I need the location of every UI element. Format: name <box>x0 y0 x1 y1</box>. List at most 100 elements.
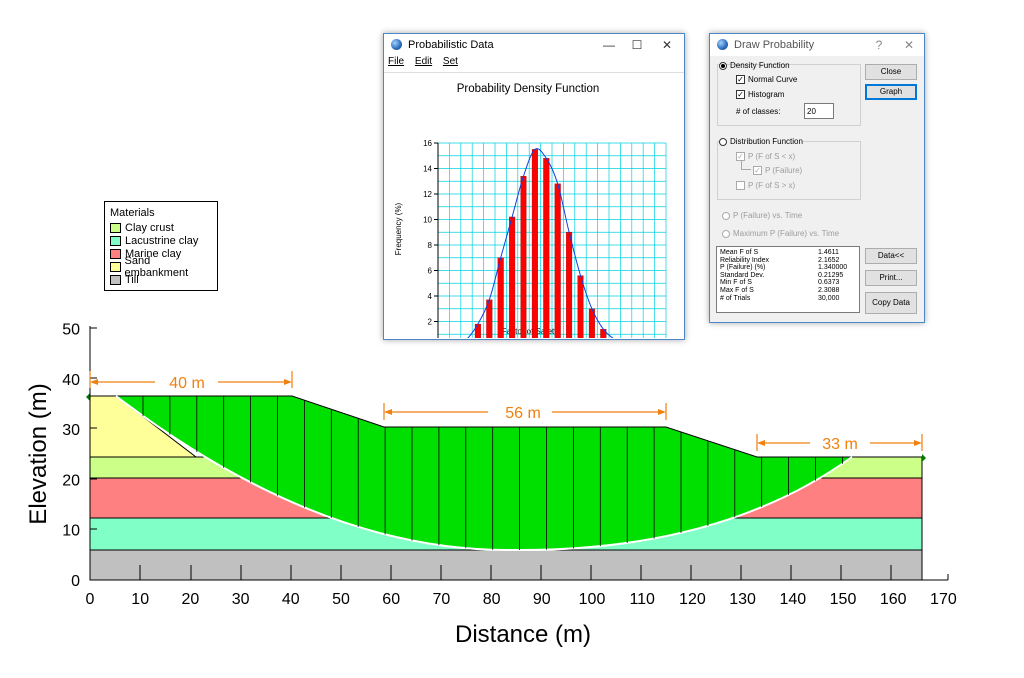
y-tick-label: 30 <box>62 422 80 439</box>
pdf-histogram <box>474 149 607 338</box>
app-globe-icon <box>391 39 402 50</box>
radio-unselected-icon <box>722 211 730 220</box>
x-axis-label: Distance (m) <box>455 621 591 648</box>
copy-data-button[interactable]: Copy Data <box>865 292 917 314</box>
pdf-y-tick-label: 16 <box>423 139 432 148</box>
stat-label: P (Failure) (%) <box>720 264 766 272</box>
legend-item: Marine clay <box>110 248 212 261</box>
p-failure-vs-time-label: P (Failure) vs. Time <box>733 211 803 220</box>
dimension-40m-label: 40 m <box>169 375 205 392</box>
p-failure-checkbox[interactable]: ✓ P (Failure) <box>753 166 802 175</box>
graph-button[interactable]: Graph <box>865 84 917 100</box>
x-tick-label: 110 <box>629 591 655 608</box>
stat-value: 1.340000 <box>818 264 848 272</box>
x-tick-label: 170 <box>930 591 957 608</box>
p-failure-label: P (Failure) <box>765 166 803 175</box>
histogram-bar <box>566 232 573 338</box>
legend-item: Sand embankment <box>110 255 212 279</box>
stat-row: # of Trials 30,000 <box>720 295 856 303</box>
app-globe-icon <box>717 39 728 50</box>
stat-label: Max F of S <box>720 286 754 294</box>
density-function-radio[interactable]: Density Function <box>719 61 790 70</box>
minimize-button[interactable]: — <box>603 38 615 52</box>
stat-label: Min F of S <box>720 279 752 287</box>
dialog-titlebar[interactable]: Draw Probability ? ✕ <box>710 34 924 56</box>
right-water-marker <box>922 454 926 462</box>
prob-menu-divider <box>384 72 684 73</box>
stat-value: 30,000 <box>818 294 840 302</box>
x-tick-label: 50 <box>332 591 350 608</box>
help-button[interactable]: ? <box>875 38 883 52</box>
legend-swatch <box>110 223 121 234</box>
dimension-40m <box>89 371 293 388</box>
p-fos-gt-checkbox[interactable]: P (F of S > x) <box>736 181 795 190</box>
x-tick-label: 120 <box>679 591 706 608</box>
y-tick-label: 40 <box>62 372 80 389</box>
normal-curve-label: Normal Curve <box>748 75 798 84</box>
normal-curve-checkbox[interactable]: ✓ Normal Curve <box>736 75 797 84</box>
dimension-33m <box>756 434 923 451</box>
data-button[interactable]: Data<< <box>865 248 917 264</box>
slice-lines <box>142 396 843 551</box>
statistics-rows: Mean F of S 1.4611 Reliability Index 2.1652… <box>720 249 856 302</box>
legend-items: Clay crust Lacustrine clay Marine clay Sand… <box>110 222 212 286</box>
pdf-normal-curve <box>467 148 614 338</box>
pdf-chart: Probability Density Function Frequency (… <box>394 83 667 338</box>
y-axis-label: Elevation (m) <box>25 383 52 524</box>
p-fos-lt-checkbox[interactable]: ✓ P (F of S < x) <box>736 152 795 161</box>
tree-connector <box>741 161 751 170</box>
stat-value: 1.4611 <box>818 249 839 256</box>
stat-value: 0.6373 <box>818 279 840 287</box>
pdf-y-tick-labels: 0246810121416 <box>423 139 433 327</box>
till-layer <box>89 549 923 581</box>
dialog-close-x-button[interactable]: ✕ <box>903 38 915 52</box>
histogram-checkbox[interactable]: ✓ Histogram <box>736 90 784 99</box>
histogram-bar <box>543 158 550 338</box>
y-axis <box>89 326 97 580</box>
histogram-bar <box>577 275 584 338</box>
p-failure-vs-time-radio[interactable]: P (Failure) vs. Time <box>722 211 802 220</box>
pdf-y-tick-label: 4 <box>428 292 433 301</box>
pdf-y-tick-label: 6 <box>428 267 433 276</box>
legend-item: Till <box>110 273 212 286</box>
prob-window-titlebar[interactable]: Probabilistic Data — ☐ ✕ <box>384 34 684 56</box>
menu-set[interactable]: Set <box>442 56 458 67</box>
stat-row: P (Failure) (%) 1.340000 <box>720 264 856 272</box>
x-tick-label: 20 <box>182 591 200 608</box>
legend-swatch <box>110 261 121 272</box>
stat-row: Max F of S 2.3088 <box>720 287 856 295</box>
close-dialog-button[interactable]: Close <box>865 64 917 80</box>
max-p-failure-vs-time-label: Maximum P (Failure) vs. Time <box>733 229 840 238</box>
prob-menubar: File Edit Set <box>384 56 684 72</box>
pdf-y-tick-label: 12 <box>423 190 432 199</box>
stat-value: 0.21295 <box>818 271 844 279</box>
print-button[interactable]: Print... <box>865 270 917 286</box>
num-classes-input[interactable]: 20 <box>804 103 834 119</box>
y-tick-label: 10 <box>62 523 80 540</box>
stat-row: Reliability Index 2.1652 <box>720 257 856 265</box>
stat-row: Mean F of S 1.4611 <box>720 249 856 257</box>
x-tick-label: 130 <box>729 591 756 608</box>
stat-value: 2.1652 <box>818 256 840 264</box>
statistics-panel: Mean F of S 1.4611 Reliability Index 2.1652… <box>716 246 860 313</box>
pdf-y-axis-label: Frequency (%) <box>394 202 403 255</box>
y-tick-label: 20 <box>62 472 80 489</box>
close-button[interactable]: ✕ <box>661 38 673 52</box>
pdf-y-tick-label: 8 <box>428 241 433 250</box>
maximize-button[interactable]: ☐ <box>631 38 643 52</box>
max-p-failure-vs-time-radio[interactable]: Maximum P (Failure) vs. Time <box>722 229 839 238</box>
menu-edit[interactable]: Edit <box>414 56 433 67</box>
prob-window-title: Probabilistic Data <box>408 39 494 51</box>
x-tick-label: 30 <box>232 591 250 608</box>
pdf-grid <box>437 142 667 338</box>
checkmark-icon: ✓ <box>736 152 745 161</box>
menu-file[interactable]: File <box>388 56 405 67</box>
legend-swatch <box>110 236 121 247</box>
stat-row: Standard Dev. 0.21295 <box>720 272 856 280</box>
distribution-function-radio[interactable]: Distribution Function <box>719 137 803 146</box>
legend-label: Lacustrine clay <box>125 235 199 248</box>
y-tick-label: 0 <box>71 573 80 590</box>
x-tick-label: 160 <box>880 591 907 608</box>
unchecked-box-icon <box>736 181 745 190</box>
